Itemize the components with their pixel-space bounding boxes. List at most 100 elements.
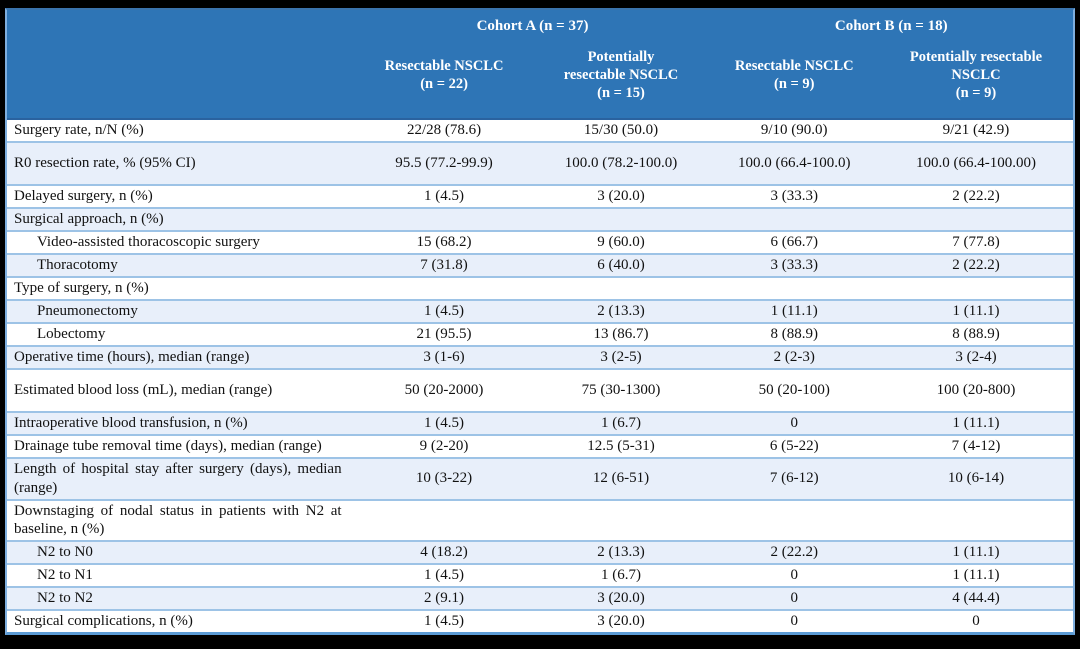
row-value: 1 (11.1) bbox=[878, 298, 1073, 323]
row-value: 100.0 (66.4-100.00) bbox=[878, 140, 1073, 186]
row-value: 9 (60.0) bbox=[532, 230, 710, 254]
table-row: N2 to N2 2 (9.1) 3 (20.0) 0 4 (44.4) bbox=[7, 586, 1073, 611]
row-value: 0 bbox=[878, 609, 1073, 632]
row-value: 1 (4.5) bbox=[355, 184, 533, 209]
row-value bbox=[709, 207, 879, 232]
row-label: Lobectomy bbox=[7, 321, 356, 346]
row-value: 3 (1-6) bbox=[355, 344, 533, 369]
row-label: Drainage tube removal time (days), media… bbox=[7, 433, 356, 458]
row-value: 2 (22.2) bbox=[878, 184, 1073, 209]
table-row: N2 to N0 4 (18.2) 2 (13.3) 2 (22.2) 1 (11.1) bbox=[7, 540, 1073, 565]
row-value: 7 (31.8) bbox=[355, 252, 533, 277]
row-label: Pneumonectomy bbox=[7, 298, 356, 323]
row-value: 75 (30-1300) bbox=[532, 367, 710, 412]
row-label: Thoracotomy bbox=[7, 252, 356, 277]
row-label: R0 resection rate, % (95% CI) bbox=[7, 140, 356, 186]
row-value: 22/28 (78.6) bbox=[406, 122, 482, 139]
row-value: 1 (4.5) bbox=[355, 410, 533, 435]
row-value: 15 (68.2) bbox=[355, 230, 533, 254]
row-value: 3 (33.3) bbox=[709, 184, 879, 209]
row-value: 3 (20.0) bbox=[532, 586, 710, 611]
row-label: Length of hospital stay after surgery (d… bbox=[7, 456, 356, 500]
row-value bbox=[355, 207, 533, 232]
row-value: 6 (40.0) bbox=[532, 252, 710, 277]
surgery-outcomes-table: Cohort A (n = 37) Cohort B (n = 18) Rese… bbox=[7, 10, 1073, 632]
row-value: 1 (4.5) bbox=[355, 609, 533, 632]
row-value: 100.0 (78.2-100.0) bbox=[532, 140, 710, 186]
row-value: 1 (11.1) bbox=[709, 298, 879, 323]
row-value bbox=[878, 498, 1073, 542]
row-value bbox=[532, 207, 710, 232]
row-label: Surgery rate, n/N (%) bbox=[14, 122, 144, 139]
row-value: 1 (6.7) bbox=[532, 563, 710, 588]
row-value bbox=[878, 207, 1073, 232]
table-row: R0 resection rate, % (95% CI) 95.5 (77.2-… bbox=[7, 140, 1073, 186]
row-value: 15/30 (50.0) bbox=[583, 122, 659, 139]
row-value: 3 (20.0) bbox=[532, 184, 710, 209]
row-value: 7 (77.8) bbox=[878, 230, 1073, 254]
table-row: Video-assisted thoracoscopic surgery 15 (… bbox=[7, 230, 1073, 254]
row-value bbox=[355, 498, 533, 542]
row-value: 100 (20-800) bbox=[878, 367, 1073, 412]
table-row: Pneumonectomy 1 (4.5) 2 (13.3) 1 (11.1) 1 (1… bbox=[7, 298, 1073, 323]
row-value: 8 (88.9) bbox=[878, 321, 1073, 346]
row-label: N2 to N0 bbox=[7, 540, 356, 565]
row-value: 12 (6-51) bbox=[532, 456, 710, 500]
cohort-a-header: Cohort A (n = 37) bbox=[355, 10, 710, 39]
cohort-header-row: Cohort A (n = 37) Cohort B (n = 18) bbox=[7, 10, 1073, 39]
row-value: 3 (20.0) bbox=[532, 609, 710, 632]
row-value: 9/10 (90.0) bbox=[760, 122, 828, 139]
row-value bbox=[709, 275, 879, 300]
row-value: 6 (66.7) bbox=[709, 230, 879, 254]
row-label: Estimated blood loss (mL), median (range… bbox=[7, 367, 356, 412]
row-value: 1 (11.1) bbox=[878, 563, 1073, 588]
table-row: Intraoperative blood transfusion, n (%) 1… bbox=[7, 410, 1073, 435]
row-value: 100.0 (66.4-100.0) bbox=[709, 140, 879, 186]
cohort-b-header: Cohort B (n = 18) bbox=[709, 10, 1073, 39]
table-row: Surgical complications, n (%) 1 (4.5) 3 (2… bbox=[7, 609, 1073, 632]
subgroup-header-row: Resectable NSCLC (n = 22) Potentially re… bbox=[7, 39, 1073, 119]
table-row: Lobectomy 21 (95.5) 13 (86.7) 8 (88.9) 8 (88… bbox=[7, 321, 1073, 346]
table-row: Thoracotomy 7 (31.8) 6 (40.0) 3 (33.3) 2 (22… bbox=[7, 252, 1073, 277]
column-header-resectable-a: Resectable NSCLC (n = 22) bbox=[355, 39, 533, 119]
row-label: N2 to N2 bbox=[7, 586, 356, 611]
row-value: 9/21 (42.9) bbox=[942, 122, 1010, 139]
row-value: 2 (22.2) bbox=[709, 540, 879, 565]
row-value: 10 (3-22) bbox=[355, 456, 533, 500]
row-label: Operative time (hours), median (range) bbox=[7, 344, 356, 369]
row-value: 3 (33.3) bbox=[709, 252, 879, 277]
table-row: Drainage tube removal time (days), media… bbox=[7, 433, 1073, 458]
column-header-potentially-resectable-b: Potentially resectable NSCLC (n = 9) bbox=[878, 39, 1073, 119]
row-value: 2 (13.3) bbox=[532, 540, 710, 565]
column-header-potentially-resectable-a: Potentially resectable NSCLC (n = 15) bbox=[532, 39, 710, 119]
row-value: 95.5 (77.2-99.9) bbox=[355, 140, 533, 186]
row-value: 2 (13.3) bbox=[532, 298, 710, 323]
header-corner-cell bbox=[7, 39, 356, 119]
table-header: Cohort A (n = 37) Cohort B (n = 18) Rese… bbox=[7, 10, 1073, 119]
row-value: 21 (95.5) bbox=[355, 321, 533, 346]
row-label: Delayed surgery, n (%) bbox=[7, 184, 356, 209]
row-label: N2 to N1 bbox=[7, 563, 356, 588]
row-value bbox=[878, 275, 1073, 300]
table-row: Estimated blood loss (mL), median (range… bbox=[7, 367, 1073, 412]
row-value: 0 bbox=[709, 609, 879, 632]
row-value bbox=[709, 498, 879, 542]
row-value: 0 bbox=[709, 410, 879, 435]
row-value: 1 (4.5) bbox=[355, 298, 533, 323]
row-value: 2 (9.1) bbox=[355, 586, 533, 611]
row-value: 6 (5-22) bbox=[709, 433, 879, 458]
row-value: 4 (18.2) bbox=[355, 540, 533, 565]
row-value: 50 (20-100) bbox=[709, 367, 879, 412]
row-value bbox=[532, 498, 710, 542]
header-corner-cell bbox=[7, 10, 356, 39]
row-value: 2 (2-3) bbox=[709, 344, 879, 369]
row-label: Surgical complications, n (%) bbox=[7, 609, 356, 632]
row-value bbox=[532, 275, 710, 300]
table-body: Surgery rate, n/N (%) 22/28 (78.6) 15/30 (… bbox=[7, 119, 1073, 632]
row-label: Downstaging of nodal status in patients … bbox=[7, 498, 356, 542]
row-value: 0 bbox=[709, 586, 879, 611]
table-row: Type of surgery, n (%) bbox=[7, 275, 1073, 300]
row-label: Video-assisted thoracoscopic surgery bbox=[7, 230, 356, 254]
row-label: Type of surgery, n (%) bbox=[7, 275, 356, 300]
